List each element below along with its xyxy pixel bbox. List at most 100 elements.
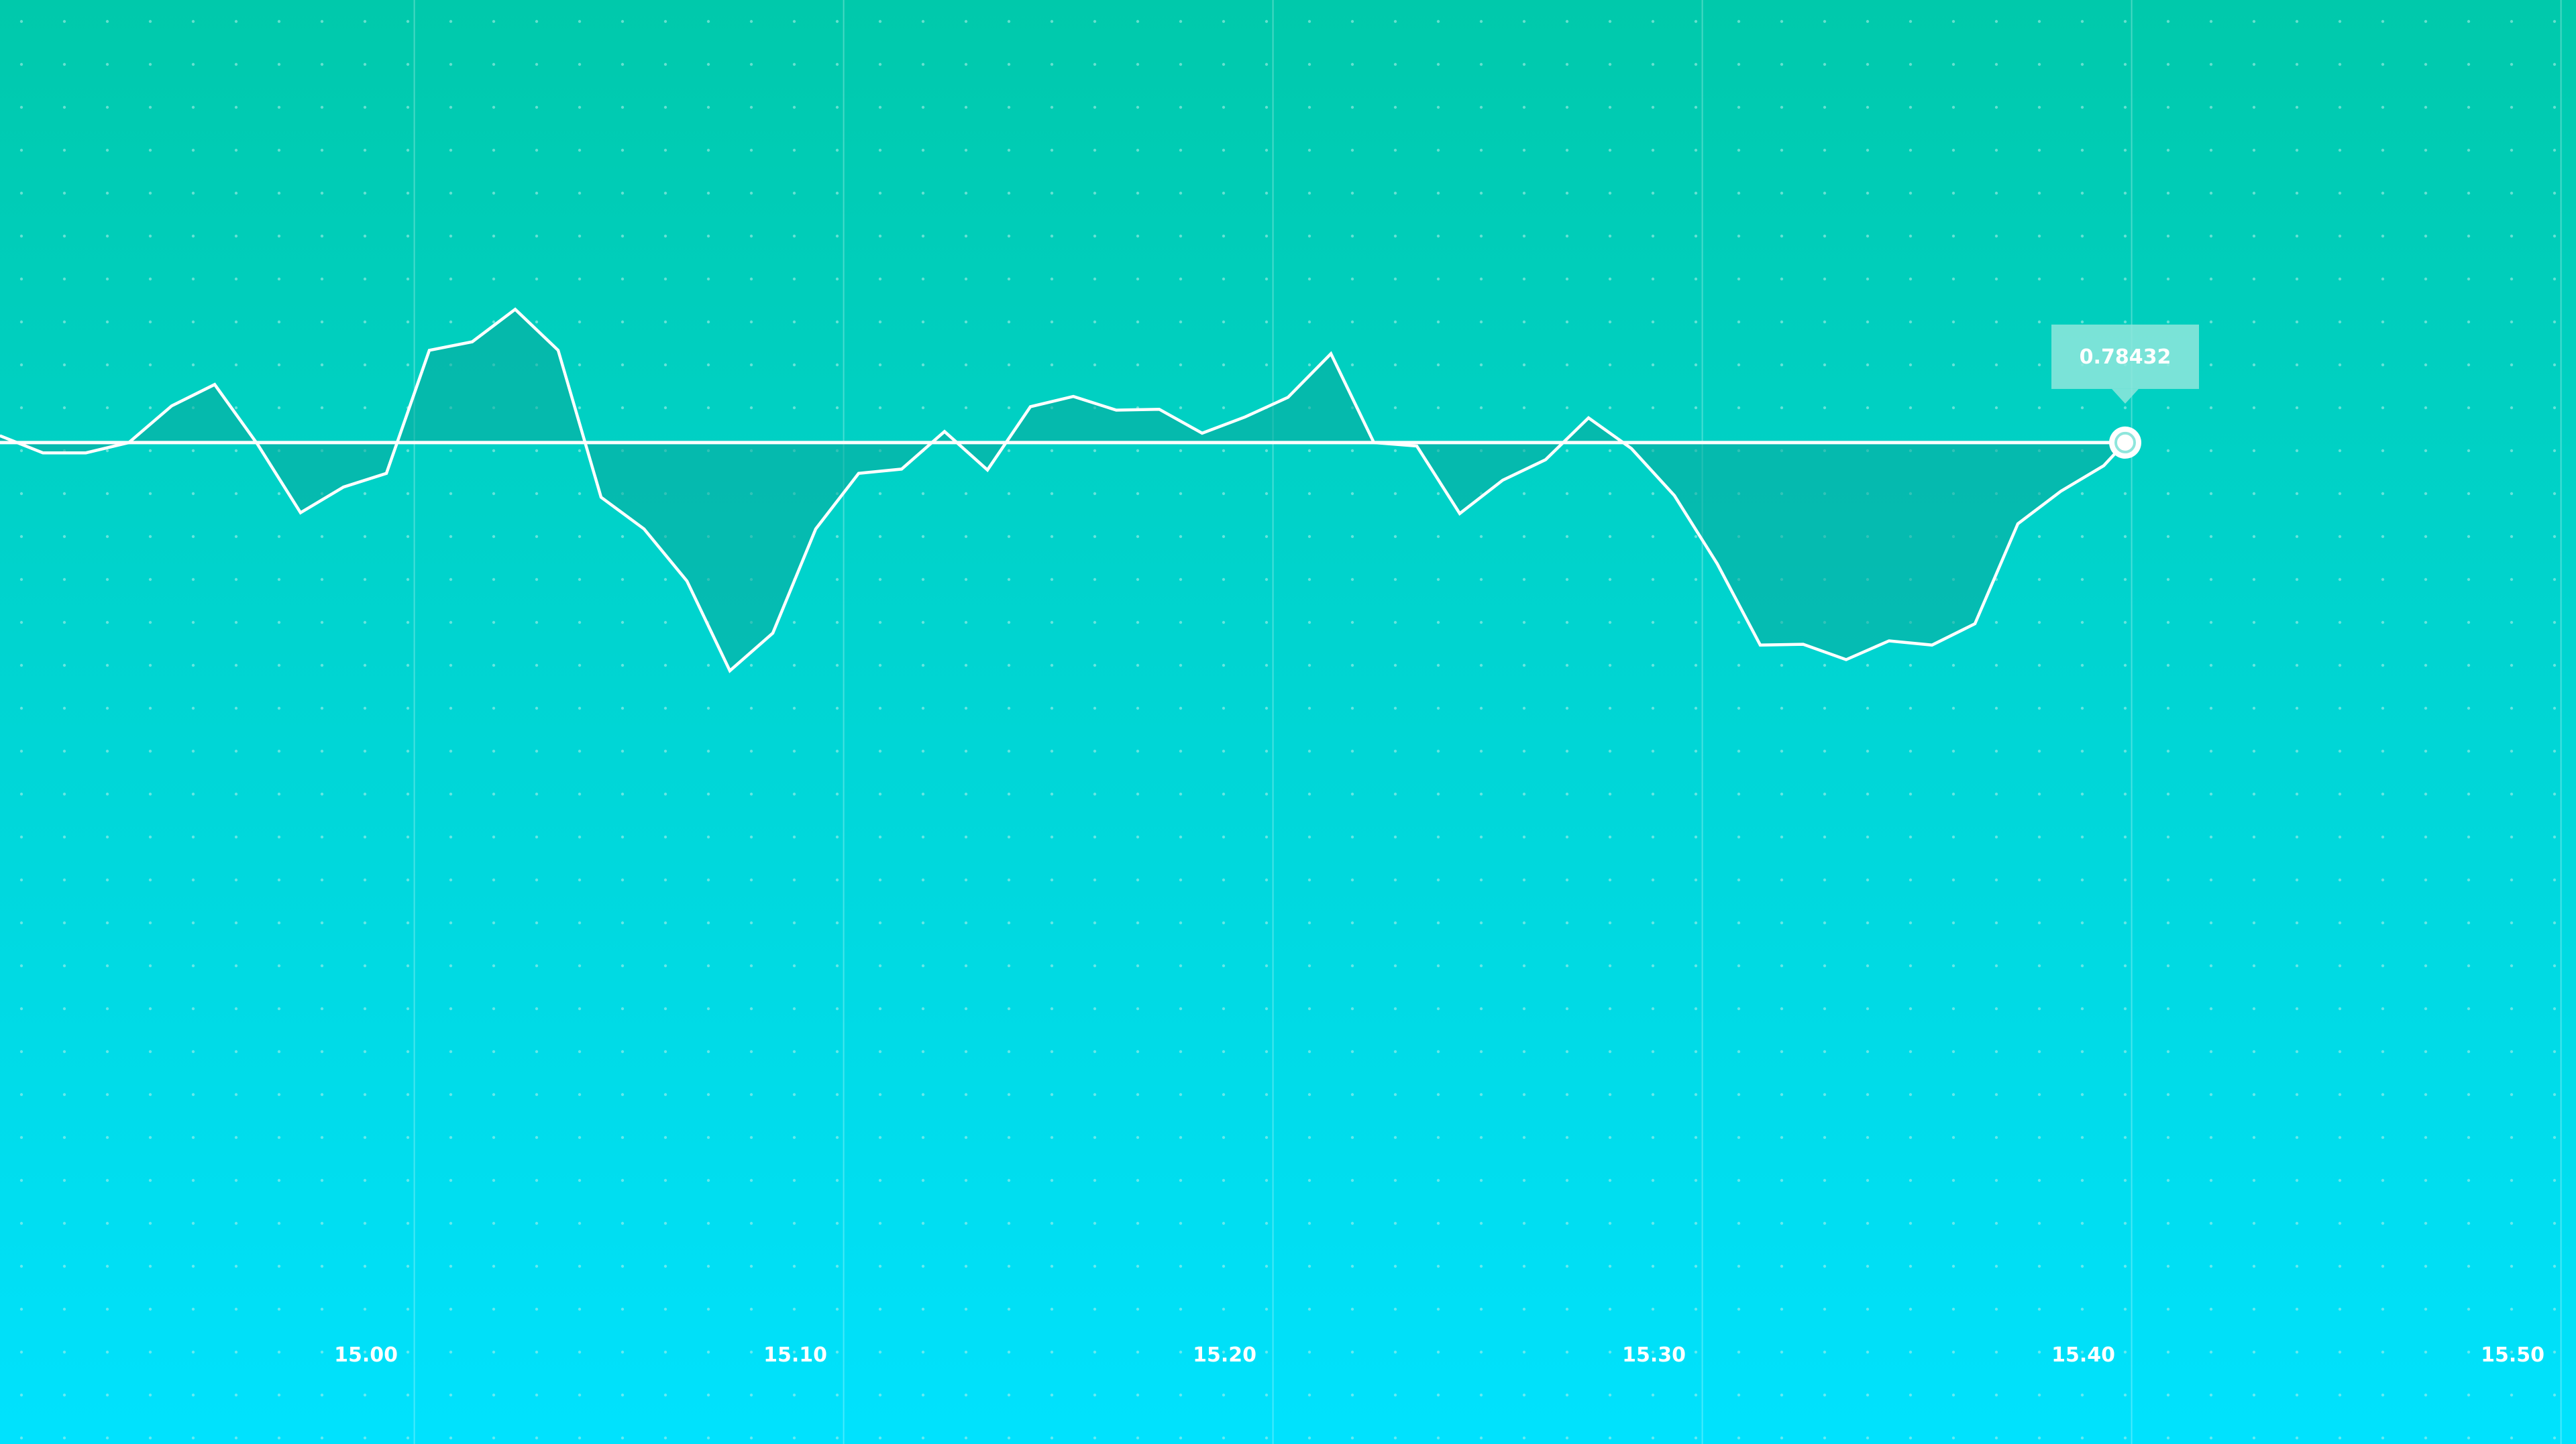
grid-dot xyxy=(449,1350,453,1354)
grid-dot xyxy=(234,577,238,581)
grid-dot xyxy=(878,535,882,539)
grid-dot xyxy=(1307,1436,1311,1440)
grid-dot xyxy=(2252,921,2256,925)
grid-dot xyxy=(621,1135,625,1140)
grid-dot xyxy=(1866,277,1870,281)
grid-dot xyxy=(105,191,109,195)
grid-dot xyxy=(1866,1436,1870,1440)
grid-dot xyxy=(578,406,582,410)
grid-dot xyxy=(1994,1007,1998,1011)
grid-dot xyxy=(1265,234,1269,238)
grid-dot xyxy=(449,1264,453,1268)
grid-dot xyxy=(62,792,66,796)
data-point xyxy=(1501,479,1504,482)
grid-dot xyxy=(2080,577,2084,581)
grid-dot xyxy=(2037,792,2041,796)
grid-dot xyxy=(1866,1007,1870,1011)
grid-dot xyxy=(1350,1264,1354,1268)
grid-dot xyxy=(1737,406,1741,410)
grid-dot xyxy=(1007,277,1011,281)
grid-dot xyxy=(2467,706,2471,710)
grid-dot xyxy=(234,663,238,667)
grid-dot xyxy=(277,19,281,23)
grid-dot xyxy=(964,320,968,324)
grid-dot xyxy=(1265,191,1269,195)
grid-dot xyxy=(62,1393,66,1397)
grid-dot xyxy=(449,1221,453,1225)
grid-dot xyxy=(1136,234,1140,238)
grid-dot xyxy=(1522,62,1526,66)
grid-dot xyxy=(1866,406,1870,410)
grid-dot xyxy=(277,1178,281,1182)
grid-dot xyxy=(2338,964,2342,968)
grid-dot xyxy=(1436,1307,1440,1311)
grid-dot xyxy=(2467,620,2471,624)
grid-dot xyxy=(1393,1350,1397,1354)
grid-dot xyxy=(749,105,753,109)
grid-dot xyxy=(19,964,23,968)
grid-dot xyxy=(535,1436,539,1440)
grid-dot xyxy=(1823,663,1827,667)
grid-dot xyxy=(578,749,582,753)
grid-dot xyxy=(449,921,453,925)
grid-dot xyxy=(2295,277,2299,281)
grid-dot xyxy=(191,535,195,539)
grid-dot xyxy=(19,449,23,453)
grid-dot xyxy=(663,964,667,968)
grid-dot xyxy=(2080,1264,2084,1268)
grid-dot xyxy=(406,835,410,839)
grid-dot xyxy=(792,191,796,195)
grid-dot xyxy=(2381,1264,2385,1268)
grid-dot xyxy=(2510,406,2514,410)
grid-dot xyxy=(749,1093,753,1097)
grid-dot xyxy=(1050,1436,1054,1440)
grid-dot xyxy=(1651,835,1655,839)
grid-dot xyxy=(1307,105,1311,109)
data-point xyxy=(299,511,302,514)
grid-dot xyxy=(1823,835,1827,839)
grid-dot xyxy=(2553,19,2557,23)
grid-dot xyxy=(1866,1221,1870,1225)
grid-dot xyxy=(2553,1350,2557,1354)
grid-dot xyxy=(1136,1093,1140,1097)
grid-dot xyxy=(792,234,796,238)
grid-dot xyxy=(2037,363,2041,367)
grid-dot xyxy=(1179,277,1183,281)
grid-dot xyxy=(2338,749,2342,753)
grid-dot xyxy=(1179,62,1183,66)
area-fill xyxy=(0,309,2125,671)
grid-dot xyxy=(1866,363,1870,367)
grid-dot xyxy=(878,706,882,710)
grid-dot xyxy=(1866,663,1870,667)
grid-dot xyxy=(105,234,109,238)
grid-dot xyxy=(1994,1307,1998,1311)
grid-dot xyxy=(2209,148,2213,152)
grid-dot xyxy=(2209,921,2213,925)
grid-dot xyxy=(1350,964,1354,968)
grid-dot xyxy=(148,1264,152,1268)
grid-dot xyxy=(1007,835,1011,839)
grid-dot xyxy=(2510,1093,2514,1097)
grid-dot xyxy=(2338,320,2342,324)
grid-dot xyxy=(2252,492,2256,496)
grid-dot xyxy=(1436,1007,1440,1011)
grid-dot xyxy=(1393,234,1397,238)
grid-dot xyxy=(1823,191,1827,195)
grid-dot xyxy=(2424,234,2428,238)
grid-dot xyxy=(2553,706,2557,710)
grid-dot xyxy=(1522,1393,1526,1397)
grid-dot xyxy=(921,191,925,195)
grid-dot xyxy=(2467,1307,2471,1311)
grid-dot xyxy=(964,406,968,410)
grid-dot xyxy=(1307,620,1311,624)
grid-dot xyxy=(2338,1050,2342,1054)
grid-dot xyxy=(277,492,281,496)
grid-dot xyxy=(320,1050,324,1054)
grid-dot xyxy=(2209,620,2213,624)
grid-dot xyxy=(535,1007,539,1011)
grid-dot xyxy=(1136,1178,1140,1182)
grid-dot xyxy=(1694,363,1698,367)
grid-dot xyxy=(1565,1221,1569,1225)
grid-dot xyxy=(2510,1007,2514,1011)
grid-dot xyxy=(105,1221,109,1225)
